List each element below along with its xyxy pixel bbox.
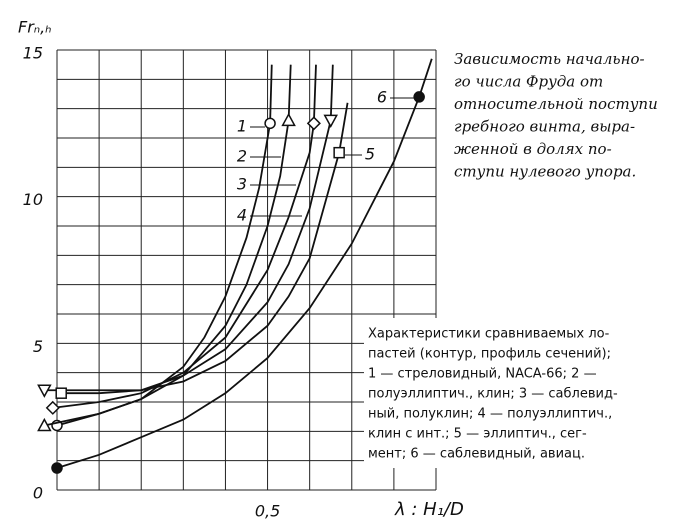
curve (52, 64, 317, 409)
caption-line: мент; 6 — саблевидный, авиац. (368, 447, 585, 462)
curve (44, 64, 334, 392)
marker (333, 146, 345, 159)
title-line: относительной поступи (454, 95, 658, 113)
curve-label: 3 (237, 175, 247, 194)
title-line: ступи нулевого упора. (454, 163, 636, 181)
marker (37, 384, 52, 398)
caption-line: ный, полуклин; 4 — полуэллиптич., (368, 407, 612, 422)
y-axis-label: Frₙ,ₕ (18, 18, 52, 37)
y-tick-label: 15 (23, 44, 43, 63)
caption-line: пастей (контур, профиль сечений); (368, 347, 611, 362)
marker (55, 387, 67, 399)
curve-label: 4 (237, 206, 247, 225)
curve (61, 102, 349, 395)
curve (44, 64, 292, 427)
marker (51, 462, 63, 474)
caption-line: полуэллиптич., клин; 3 — саблевид- (368, 387, 618, 402)
y-tick-label: 10 (23, 190, 43, 209)
curve (56, 58, 433, 469)
title-line: Зависимость начально- (454, 50, 645, 68)
title-line: гребного винта, выра- (454, 118, 635, 136)
marker (281, 112, 296, 127)
caption-line: 1 — стреловидный, NACA-66; 2 — (368, 367, 597, 382)
marker (45, 400, 60, 415)
curve-label: 2 (237, 147, 247, 166)
x-tick-label: 0,5 (255, 502, 280, 521)
y-tick-label: 0 (33, 484, 43, 503)
curve-label: 5 (365, 145, 375, 164)
marker (37, 417, 52, 432)
curve-label: 1 (237, 117, 247, 136)
caption-line: Характеристики сравниваемых ло- (368, 327, 610, 342)
marker (323, 114, 338, 128)
marker (413, 91, 425, 103)
marker (264, 117, 276, 130)
x-axis-label: λ : H₁/D (394, 499, 464, 520)
curve-label: 6 (377, 88, 387, 107)
marker (306, 116, 321, 131)
title-line: го числа Фруда от (454, 73, 603, 91)
caption-background (364, 318, 684, 468)
y-tick-label: 5 (33, 337, 43, 356)
title-line: женной в долях по- (454, 140, 612, 158)
caption-line: клин с инт.; 5 — эллиптич., сег- (368, 427, 587, 442)
